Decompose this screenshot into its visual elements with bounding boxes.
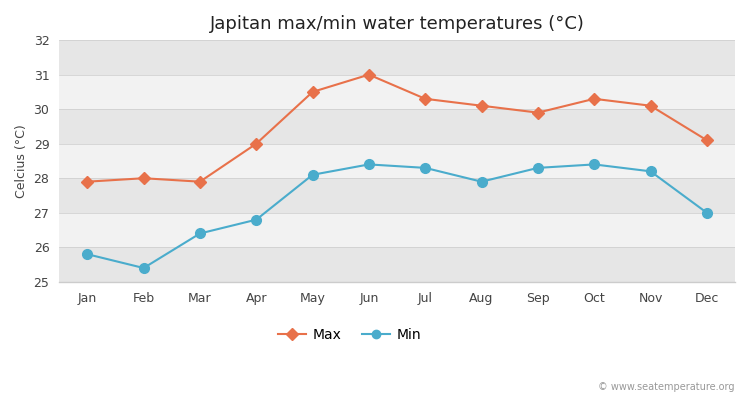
Max [82,179,92,184]
Min [477,179,486,184]
Bar [59,40,735,75]
Min [308,172,317,177]
Min [196,231,205,236]
Max [477,103,486,108]
Bar [59,213,735,247]
Bar [59,109,735,144]
Min [140,266,148,270]
Bar [59,247,735,282]
Max [533,110,542,115]
Max [421,96,430,101]
Line: Max: Max [83,70,711,186]
Max [646,103,655,108]
Max [196,179,205,184]
Max [252,141,261,146]
Min [533,166,542,170]
Min [364,162,374,167]
Bar [59,178,735,213]
Bar [59,75,735,109]
Min [252,217,261,222]
Max [140,176,148,181]
Max [308,90,317,94]
Max [590,96,598,101]
Min [421,166,430,170]
Min [702,210,711,215]
Y-axis label: Celcius (°C): Celcius (°C) [15,124,28,198]
Max [702,138,711,143]
Min [82,252,92,257]
Max [364,72,374,77]
Line: Min: Min [82,160,712,273]
Title: Japitan max/min water temperatures (°C): Japitan max/min water temperatures (°C) [210,15,584,33]
Legend: Max, Min: Max, Min [272,323,428,348]
Text: © www.seatemperature.org: © www.seatemperature.org [598,382,735,392]
Bar [59,144,735,178]
Min [646,169,655,174]
Min [590,162,598,167]
